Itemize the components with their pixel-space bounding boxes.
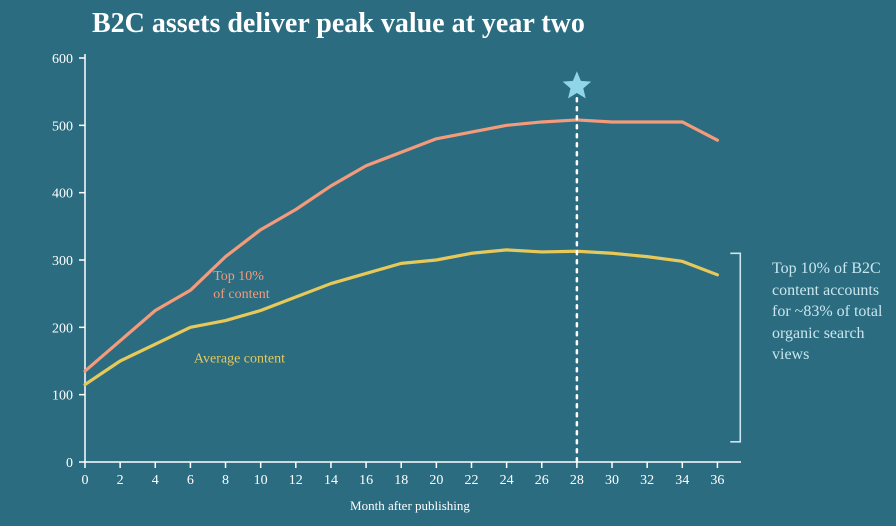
x-tick-label: 20 [429, 473, 443, 488]
annotation-bracket [730, 253, 740, 442]
y-tick-label: 0 [66, 456, 73, 471]
x-axis-label: Month after publishing [350, 498, 470, 513]
line-chart: 0100200300400500600024681012141618202224… [0, 0, 896, 526]
x-tick-label: 8 [222, 473, 229, 488]
y-tick-label: 400 [52, 187, 73, 202]
x-tick-label: 28 [570, 473, 584, 488]
x-tick-label: 2 [117, 473, 124, 488]
chart-container: B2C assets deliver peak value at year tw… [0, 0, 896, 526]
y-tick-label: 600 [52, 52, 73, 67]
series-line [85, 250, 717, 385]
series-label: Top 10% [213, 269, 264, 284]
x-tick-label: 22 [464, 473, 478, 488]
x-tick-label: 0 [82, 473, 89, 488]
x-tick-label: 6 [187, 473, 194, 488]
x-tick-label: 18 [394, 473, 408, 488]
x-tick-label: 30 [605, 473, 619, 488]
x-tick-label: 24 [500, 473, 514, 488]
x-tick-label: 14 [324, 473, 338, 488]
side-annotation: Top 10% of B2C content accounts for ~83%… [772, 258, 890, 366]
y-tick-label: 100 [52, 389, 73, 404]
x-tick-label: 32 [640, 473, 654, 488]
series-label: Average content [194, 351, 285, 366]
y-tick-label: 200 [52, 321, 73, 336]
y-tick-label: 500 [52, 119, 73, 134]
x-tick-label: 26 [535, 473, 549, 488]
series-label: of content [213, 287, 269, 302]
x-tick-label: 36 [710, 473, 724, 488]
x-tick-label: 10 [254, 473, 268, 488]
x-tick-label: 4 [152, 473, 159, 488]
x-tick-label: 34 [675, 473, 689, 488]
x-tick-label: 16 [359, 473, 373, 488]
x-tick-label: 12 [289, 473, 303, 488]
y-tick-label: 300 [52, 254, 73, 269]
star-icon [563, 71, 592, 98]
